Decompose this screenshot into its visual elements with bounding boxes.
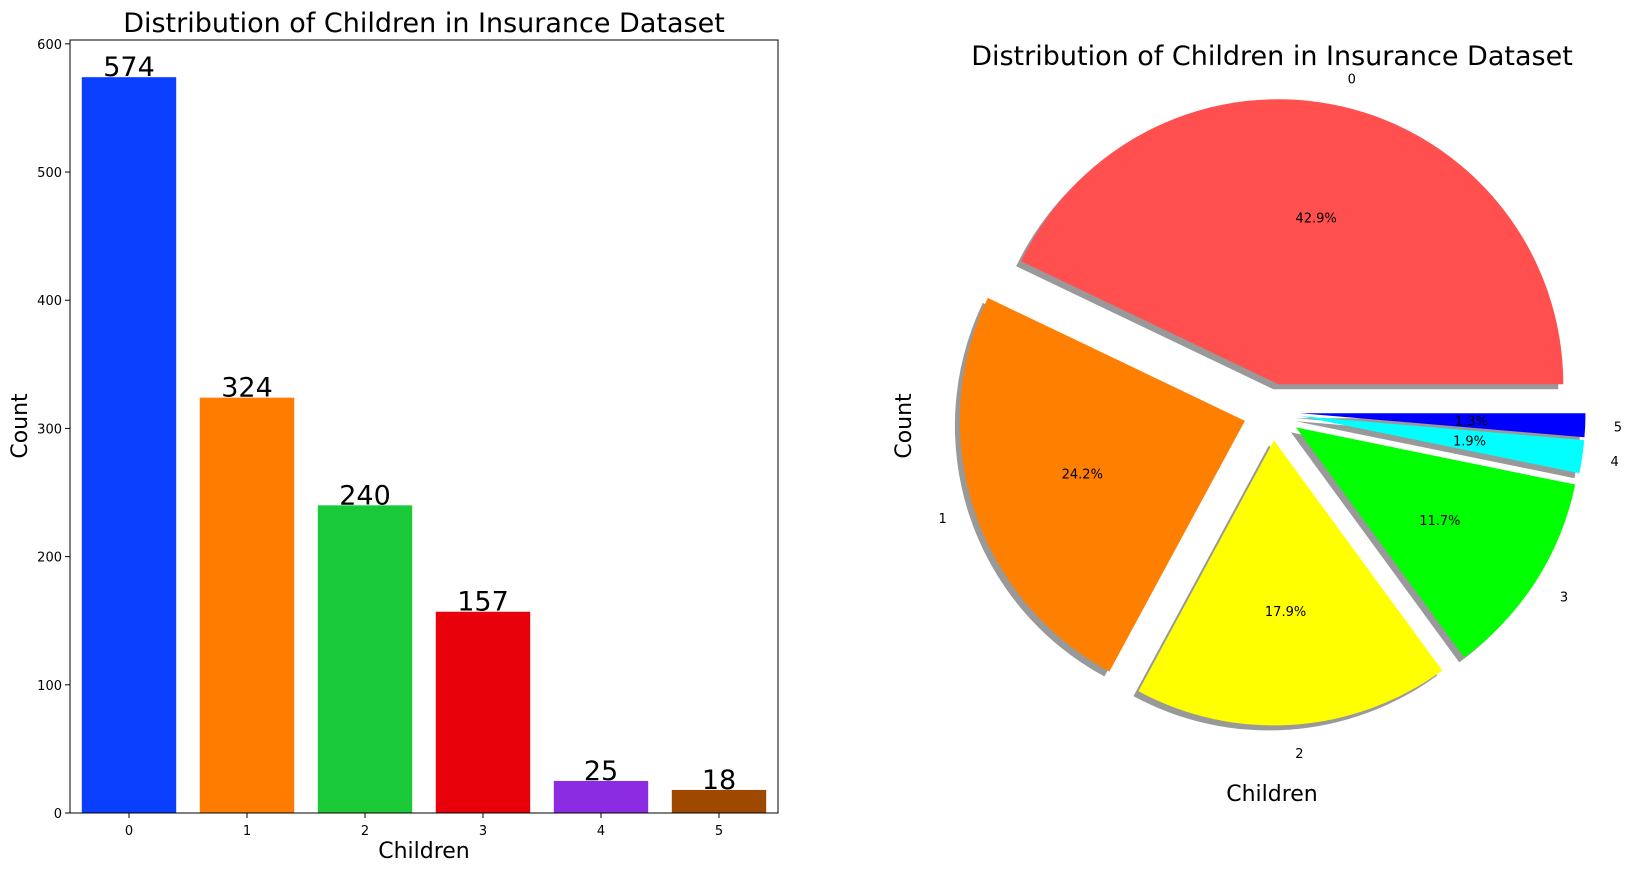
pie-slice-2: [1138, 440, 1443, 726]
pie-slice-4: [1300, 416, 1585, 474]
bar-x-tick-label: 4: [597, 824, 605, 839]
bar-chart: Distribution of Children in Insurance Da…: [8, 8, 779, 864]
bar-x-tick-label: 3: [479, 824, 487, 839]
bar-0: [81, 77, 177, 814]
bar-data-label: 324: [221, 373, 273, 404]
bar-data-label: 25: [584, 756, 618, 787]
pie-slice-1: [959, 297, 1245, 672]
bar-y-axis-label: Count: [8, 393, 33, 459]
bar-chart-title: Distribution of Children in Insurance Da…: [123, 8, 725, 39]
pie-percent-label: 17.9%: [1265, 605, 1306, 620]
pie-label: 2: [1295, 747, 1303, 762]
bar-x-axis-ticks: 0 1 2 3 4 5: [125, 813, 723, 839]
bar-x-tick-label: 2: [361, 824, 369, 839]
bar-data-label: 240: [339, 480, 391, 511]
pie-x-axis-label: Children: [1226, 782, 1318, 807]
bar-plot-frame: [69, 39, 779, 814]
bar-2: [317, 505, 413, 813]
bar-series: [81, 77, 767, 814]
bar-y-tick-label: 200: [37, 551, 62, 566]
bar-x-tick-label: 0: [125, 824, 133, 839]
pie-slices: [959, 99, 1586, 726]
bar-data-label: 157: [457, 587, 509, 618]
bar-y-tick-label: 400: [37, 294, 62, 309]
pie-label: 1: [939, 512, 947, 527]
bar-y-tick-label: 100: [37, 679, 62, 694]
bar-y-tick-label: 0: [54, 807, 62, 822]
bar-y-axis-ticks: 0 100 200 300 400 500 600: [37, 38, 70, 822]
pie-chart: Distribution of Children in Insurance Da…: [892, 41, 1622, 807]
pie-chart-title: Distribution of Children in Insurance Da…: [971, 41, 1573, 72]
pie-label: 4: [1610, 455, 1618, 470]
pie-percent-label: 1.9%: [1453, 434, 1486, 449]
pie-label: 0: [1348, 72, 1356, 87]
bar-1: [199, 397, 295, 813]
pie-label: 3: [1560, 591, 1568, 606]
bar-y-tick-label: 500: [37, 166, 62, 181]
bar-y-tick-label: 600: [37, 38, 62, 53]
pie-percent-label: 1.3%: [1455, 414, 1488, 429]
bar-data-labels: 574 324 240 157 25 18: [103, 52, 736, 796]
pie-slice-5: [1300, 413, 1586, 438]
bar-5: [671, 789, 767, 813]
pie-slice-0: [1021, 99, 1564, 385]
pie-label: 5: [1614, 420, 1622, 435]
bar-y-tick-label: 300: [37, 422, 62, 437]
pie-percent-labels: 42.9% 24.2% 17.9% 11.7% 1.9% 1.3%: [1062, 211, 1488, 620]
pie-labels: 0 1 2 3 4 5: [939, 72, 1622, 762]
bar-x-tick-label: 1: [243, 824, 251, 839]
bar-3: [435, 611, 531, 813]
bar-data-label: 574: [103, 52, 155, 83]
bar-x-axis-label: Children: [378, 839, 470, 864]
bar-x-tick-label: 5: [715, 824, 723, 839]
bar-4: [553, 780, 649, 813]
pie-slice-3: [1295, 427, 1576, 658]
bar-data-label: 18: [702, 765, 736, 796]
pie-slice-shadow: [1295, 421, 1580, 479]
pie-y-axis-label: Count: [892, 393, 917, 459]
pie-percent-label: 24.2%: [1062, 468, 1103, 483]
pie-percent-label: 42.9%: [1295, 211, 1336, 226]
pie-percent-label: 11.7%: [1419, 514, 1460, 529]
